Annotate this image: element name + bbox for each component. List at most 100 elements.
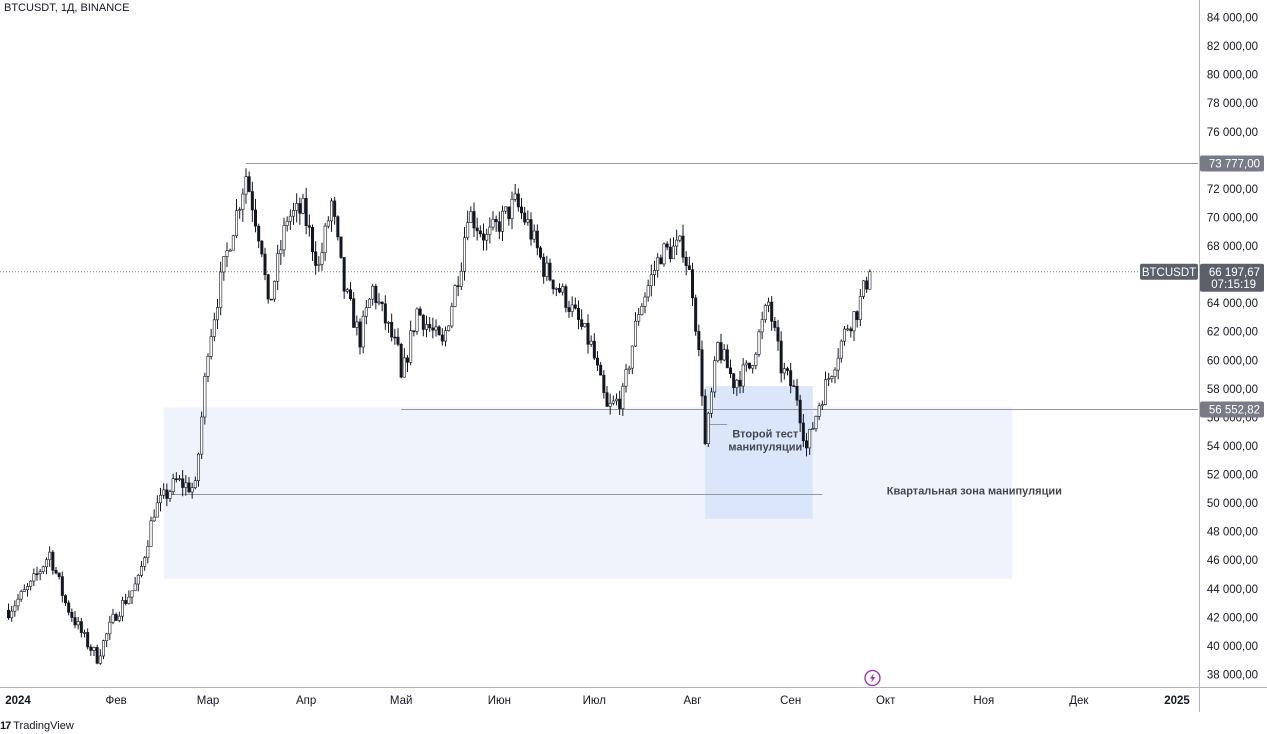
candle-body — [865, 280, 869, 290]
second-test-label: манипуляции — [728, 441, 802, 453]
candle-body — [209, 336, 213, 357]
candle-body — [348, 289, 352, 300]
candle-body — [656, 257, 660, 271]
candle-body — [447, 325, 451, 332]
candle-body — [7, 609, 11, 619]
x-tick-label: Ноя — [973, 695, 994, 707]
candle-body — [820, 404, 824, 407]
candle-body — [244, 176, 248, 195]
candle-body — [573, 304, 577, 309]
candle-body — [355, 321, 359, 328]
candle-body — [795, 386, 799, 401]
y-tick-label: 48 000,00 — [1207, 527, 1258, 539]
candle-body — [510, 198, 514, 220]
candle-body — [352, 298, 356, 328]
candle-body — [586, 322, 590, 345]
candle-body — [776, 327, 780, 342]
candle-body — [469, 211, 473, 223]
candle-body — [637, 314, 641, 322]
price-axis[interactable]: 38 000,00 40 000,00 42 000,00 44 000,00 46 0… — [1207, 13, 1258, 682]
candle-body — [247, 176, 251, 192]
candle-body — [127, 596, 131, 604]
candle-body — [200, 416, 204, 455]
candle-body — [437, 326, 441, 336]
x-tick-label: Фев — [106, 695, 127, 707]
candle-body — [557, 287, 561, 293]
candle-body — [643, 296, 647, 307]
candle-body — [54, 570, 58, 574]
candles-layer — [7, 168, 872, 665]
candle-body — [162, 489, 166, 496]
candle-body — [314, 251, 318, 266]
candle-body — [529, 219, 533, 240]
candle-body — [719, 342, 723, 361]
candle-body — [681, 235, 685, 258]
candle-body — [621, 385, 625, 409]
candle-body — [342, 257, 346, 292]
candle-body — [687, 265, 691, 270]
x-tick-label: Мар — [197, 695, 220, 707]
candle-body — [38, 571, 42, 575]
candle-body — [500, 210, 504, 232]
y-tick-label: 82 000,00 — [1207, 41, 1258, 53]
event-marker[interactable] — [864, 669, 881, 687]
candle-body — [390, 321, 394, 338]
x-tick-label: Июл — [583, 695, 606, 707]
time-axis[interactable]: 2024 Фев Мар Апр Май Июн Июл Авг Сен Окт Ноя Дек 202… — [5, 695, 1190, 707]
level-price-badge-text: 56 552,82 — [1209, 405, 1260, 417]
candle-body — [310, 227, 314, 253]
candle-body — [627, 367, 631, 370]
candle-body — [548, 262, 552, 281]
price-badges: 73 777,00 56 552,82 BTCUSDT 66 197,6707:15:… — [1140, 155, 1264, 418]
candle-body — [519, 206, 523, 214]
candle-body — [526, 219, 530, 223]
y-tick-label: 80 000,00 — [1207, 70, 1258, 82]
candle-body — [418, 308, 422, 316]
candle-body — [466, 222, 470, 239]
candle-body — [412, 330, 416, 333]
candle-body — [272, 281, 276, 300]
candle-body — [431, 327, 435, 331]
candle-body — [279, 249, 283, 255]
candle-body — [494, 219, 498, 223]
x-tick-label: Апр — [296, 695, 316, 707]
second-test-zone[interactable] — [705, 385, 813, 519]
candle-body — [421, 314, 425, 330]
y-tick-label: 54 000,00 — [1207, 441, 1258, 453]
candle-body — [121, 600, 125, 617]
candle-body — [298, 203, 302, 214]
candle-body — [146, 546, 150, 559]
last-price-text: 66 197,67 — [1209, 267, 1260, 279]
candle-body — [60, 576, 64, 596]
tradingview-logo-icon: 17 — [0, 720, 11, 732]
candle-body — [13, 605, 17, 612]
candle-body — [605, 392, 609, 407]
candle-body — [136, 575, 140, 585]
quarterly-zone-label: Квартальная зона манипуляции — [887, 486, 1062, 498]
candle-body — [333, 200, 337, 217]
zones-layer — [163, 385, 1013, 579]
candle-body — [706, 412, 710, 444]
candle-body — [105, 633, 109, 642]
candle-body — [440, 334, 444, 342]
candle-body — [181, 478, 185, 488]
y-tick-label: 40 000,00 — [1207, 641, 1258, 653]
candle-body — [757, 331, 761, 355]
y-tick-label: 38 000,00 — [1207, 670, 1258, 682]
x-tick-label: Окт — [876, 695, 896, 707]
tradingview-logo[interactable]: 17 TradingView — [0, 720, 74, 732]
candle-body — [614, 398, 618, 402]
candle-body — [475, 227, 479, 232]
candle-body — [73, 617, 77, 626]
quarterly-zone[interactable] — [163, 407, 1013, 579]
tradingview-logo-text: TradingView — [13, 720, 74, 732]
candle-body — [206, 356, 210, 377]
candle-body — [665, 243, 669, 248]
candle-body — [491, 219, 495, 228]
candle-body — [716, 342, 720, 362]
candle-body — [443, 330, 447, 342]
candle-body — [216, 307, 220, 321]
candle-body — [459, 270, 463, 287]
candle-body — [323, 225, 327, 254]
